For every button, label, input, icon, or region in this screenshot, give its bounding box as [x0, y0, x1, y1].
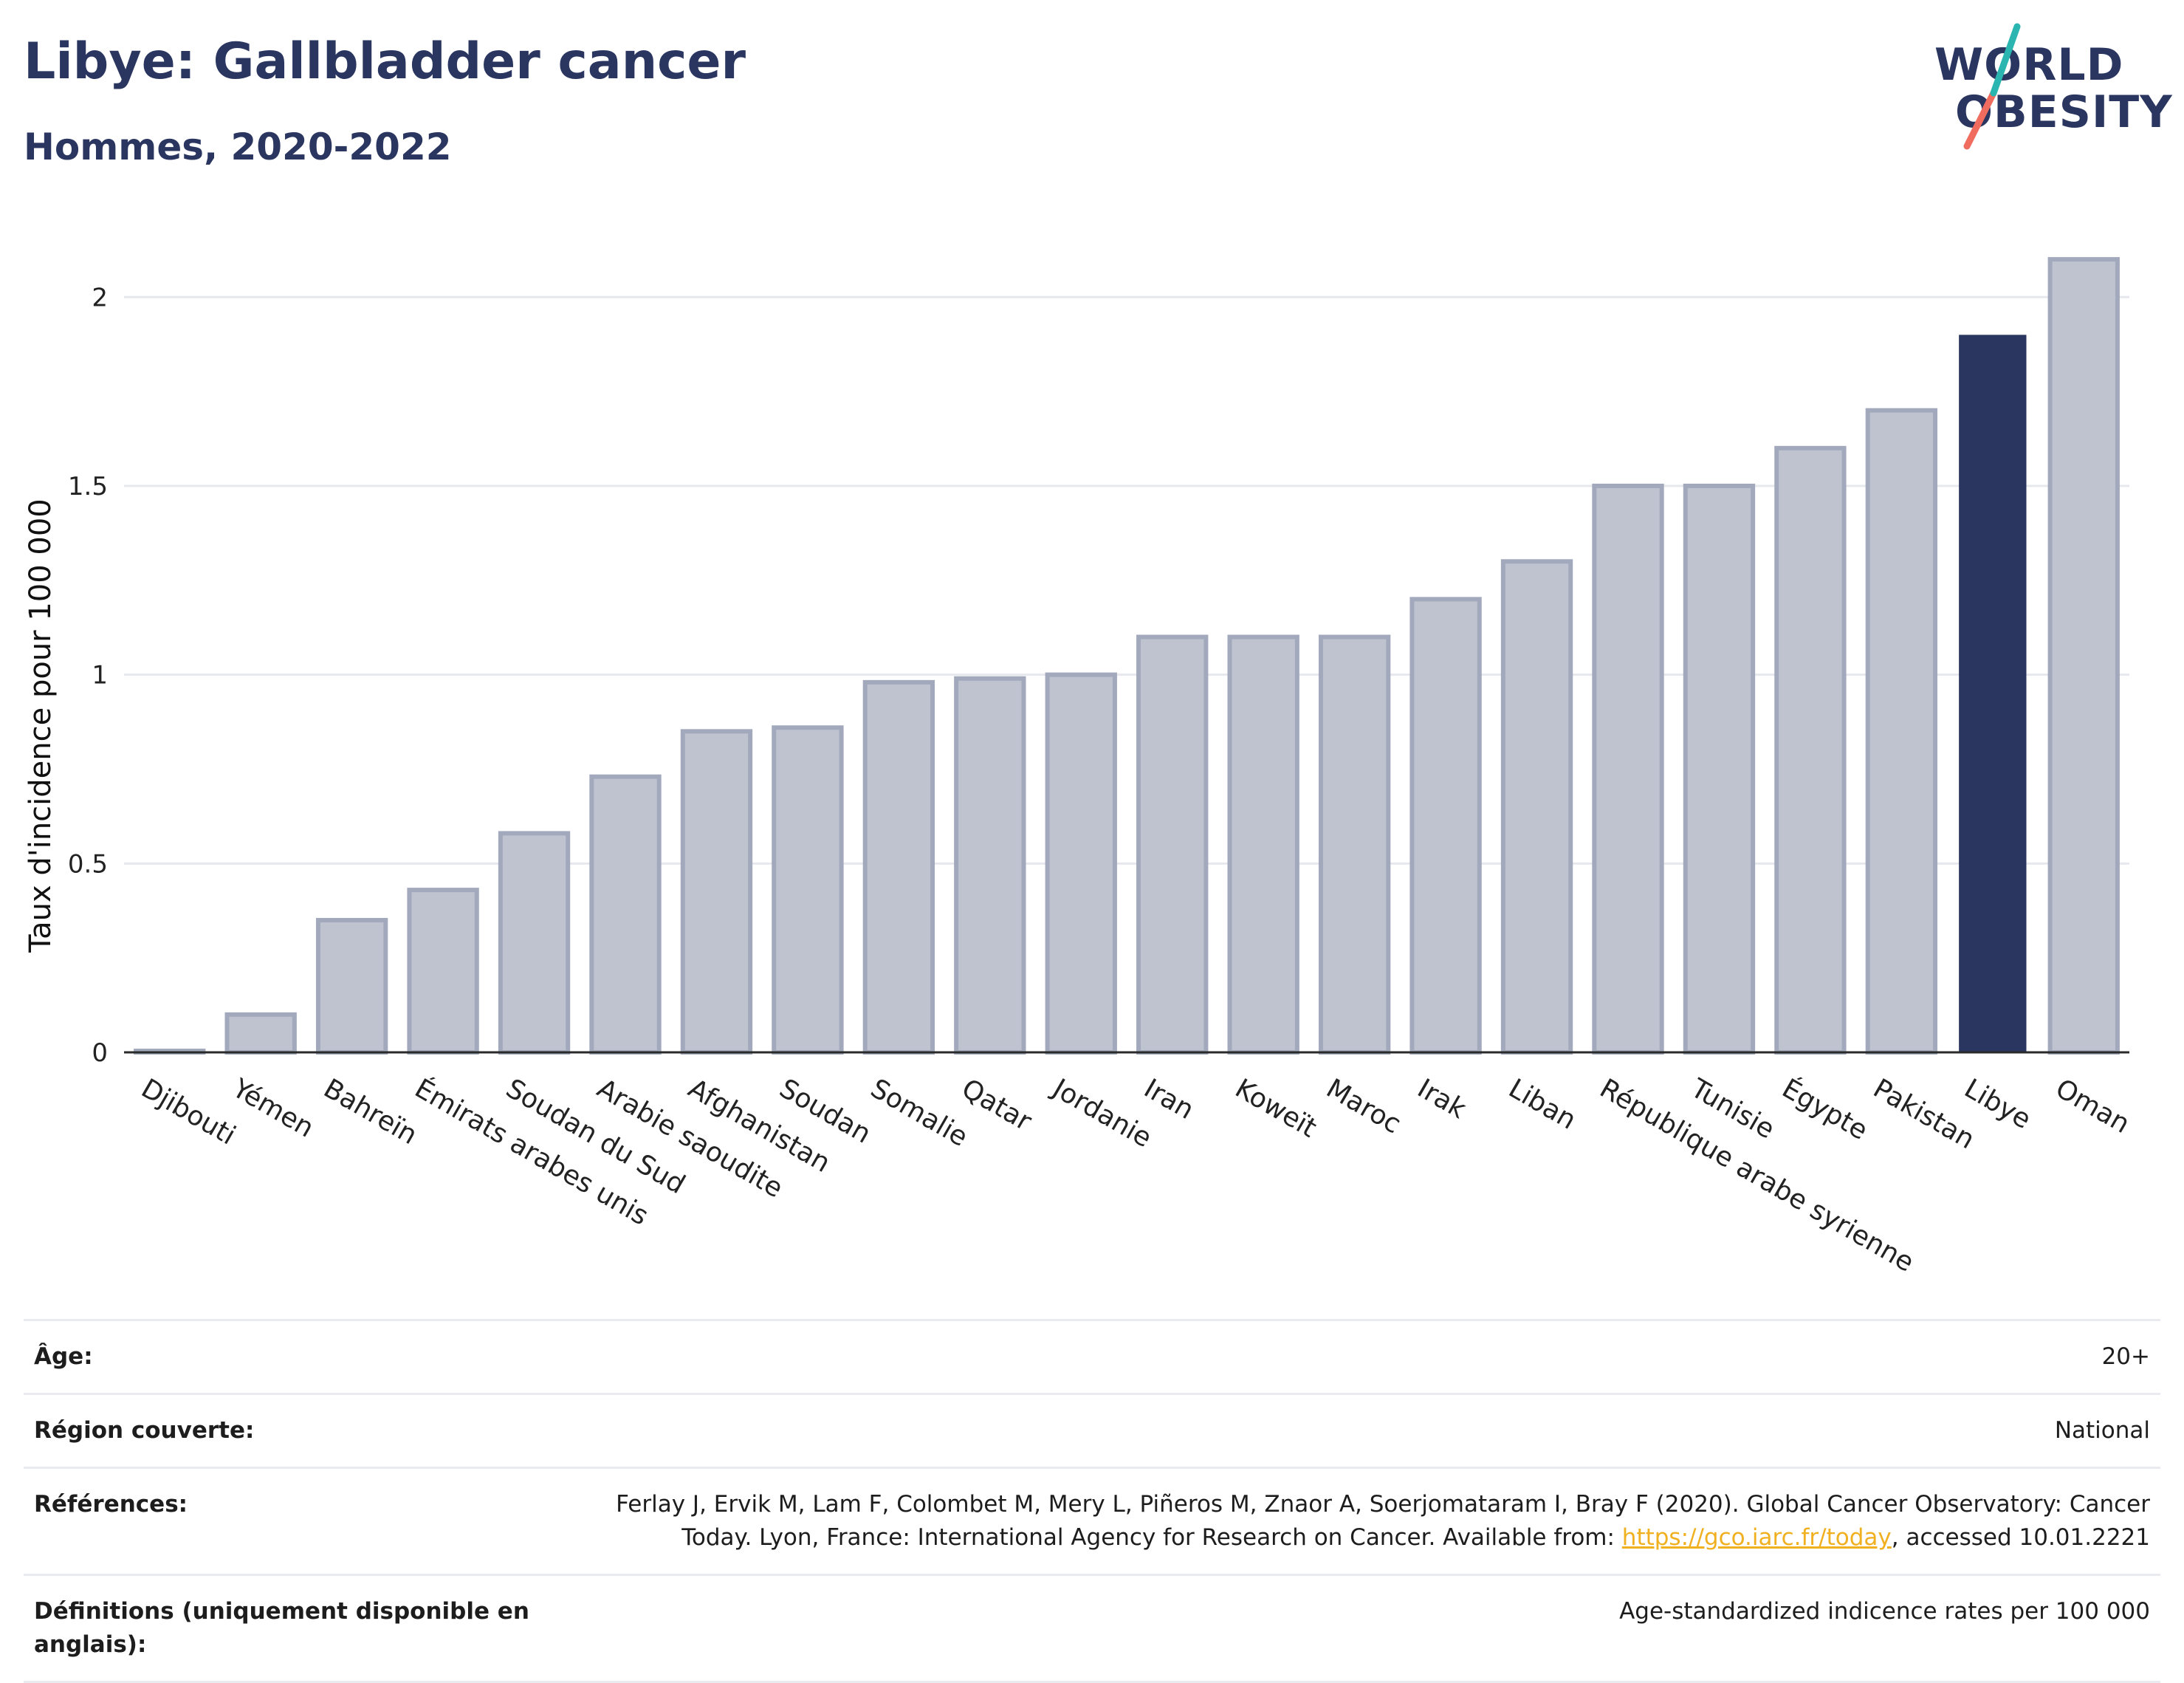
y-tick-label: 1.5 — [68, 472, 108, 501]
bar-pakistan — [1865, 408, 1938, 1055]
references-text: Ferlay J, Ervik M, Lam F, Colombet M, Me… — [616, 1490, 2150, 1551]
x-tick-label: Pakistan — [1868, 1073, 1979, 1155]
bars — [134, 257, 2120, 1055]
logo-line-world: WORLD — [1934, 39, 2124, 91]
y-tick-label: 2 — [92, 283, 108, 312]
bar-arabie-saoudite — [589, 774, 662, 1055]
bar-oman — [2047, 257, 2120, 1055]
references-suffix: , accessed 10.01.2221 — [1891, 1523, 2150, 1551]
bar-somalie — [862, 679, 935, 1055]
metadata-table: Âge: 20+ Région couverte: National Référ… — [24, 1319, 2160, 1683]
bar-soudan — [772, 725, 844, 1055]
references-link[interactable]: https://gco.iarc.fr/today — [1621, 1523, 1892, 1551]
bar-y-men — [224, 1012, 297, 1055]
region-value: National — [546, 1392, 2160, 1469]
y-tick-label: 0 — [92, 1038, 108, 1068]
bar-iran — [1136, 634, 1209, 1055]
bar-afghanistan — [680, 729, 753, 1055]
age-value: 20+ — [546, 1319, 2160, 1395]
references-value: Ferlay J, Ervik M, Lam F, Colombet M, Me… — [546, 1466, 2160, 1576]
chart-title: Libye: Gallbladder cancer — [24, 32, 746, 91]
bar-tunisie — [1683, 483, 1756, 1055]
logo-slash-icon — [1963, 23, 2021, 150]
bar-bahre-n — [315, 918, 388, 1055]
y-tick-label: 1 — [92, 661, 108, 690]
bar-qatar — [954, 676, 1026, 1055]
bar-jordanie — [1045, 672, 1117, 1055]
x-tick-label: Oman — [2050, 1073, 2135, 1139]
x-tick-label: Égypte — [1777, 1073, 1873, 1146]
y-tick-labels: 0 0.5 1 1.5 2 — [68, 283, 108, 1068]
region-label: Région couverte: — [24, 1392, 546, 1469]
x-tick-label: Irak — [1412, 1073, 1472, 1125]
bar-liban — [1500, 559, 1573, 1055]
bar-kowe-t — [1227, 634, 1299, 1055]
y-tick-label: 0.5 — [68, 849, 108, 879]
x-tick-label: Koweït — [1230, 1073, 1322, 1143]
x-tick-label: Iran — [1139, 1073, 1198, 1125]
row-region: Région couverte: National — [24, 1392, 2160, 1469]
x-tick-label: Maroc — [1321, 1073, 1406, 1139]
definitions-label: Définitions (uniquement disponible en an… — [24, 1573, 546, 1683]
row-definitions: Définitions (uniquement disponible en an… — [24, 1573, 2160, 1683]
y-axis-label: Taux d'incidence pour 100 000 — [24, 498, 58, 953]
bar-r-publique-arabe-syrienne — [1592, 483, 1664, 1055]
bar--mirats-arabes-unis — [407, 888, 479, 1055]
bar-maroc — [1318, 634, 1391, 1055]
world-obesity-logo: WORLD OBESITY — [1920, 21, 2172, 161]
x-tick-label: République arabe syrienne — [1595, 1073, 1919, 1278]
x-tick-label: Liban — [1503, 1073, 1581, 1135]
age-label: Âge: — [24, 1319, 546, 1395]
definitions-value: Age-standardized indicence rates per 100… — [546, 1573, 2160, 1683]
x-tick-label: Jordanie — [1046, 1072, 1156, 1154]
x-tick-label: Yémen — [227, 1073, 319, 1144]
x-tick-label: Somalie — [865, 1073, 972, 1153]
row-age: Âge: 20+ — [24, 1319, 2160, 1395]
bar-irak — [1409, 597, 1482, 1055]
bar-soudan-du-sud — [498, 831, 571, 1055]
row-references: Références: Ferlay J, Ervik M, Lam F, Co… — [24, 1466, 2160, 1576]
x-tick-label: Bahreïn — [318, 1073, 422, 1151]
bar--gypte — [1774, 445, 1847, 1055]
bar-libye — [1959, 335, 2027, 1053]
chart-subtitle: Hommes, 2020-2022 — [24, 126, 452, 168]
references-label: Références: — [24, 1466, 546, 1576]
x-tick-label: Djibouti — [136, 1073, 240, 1151]
